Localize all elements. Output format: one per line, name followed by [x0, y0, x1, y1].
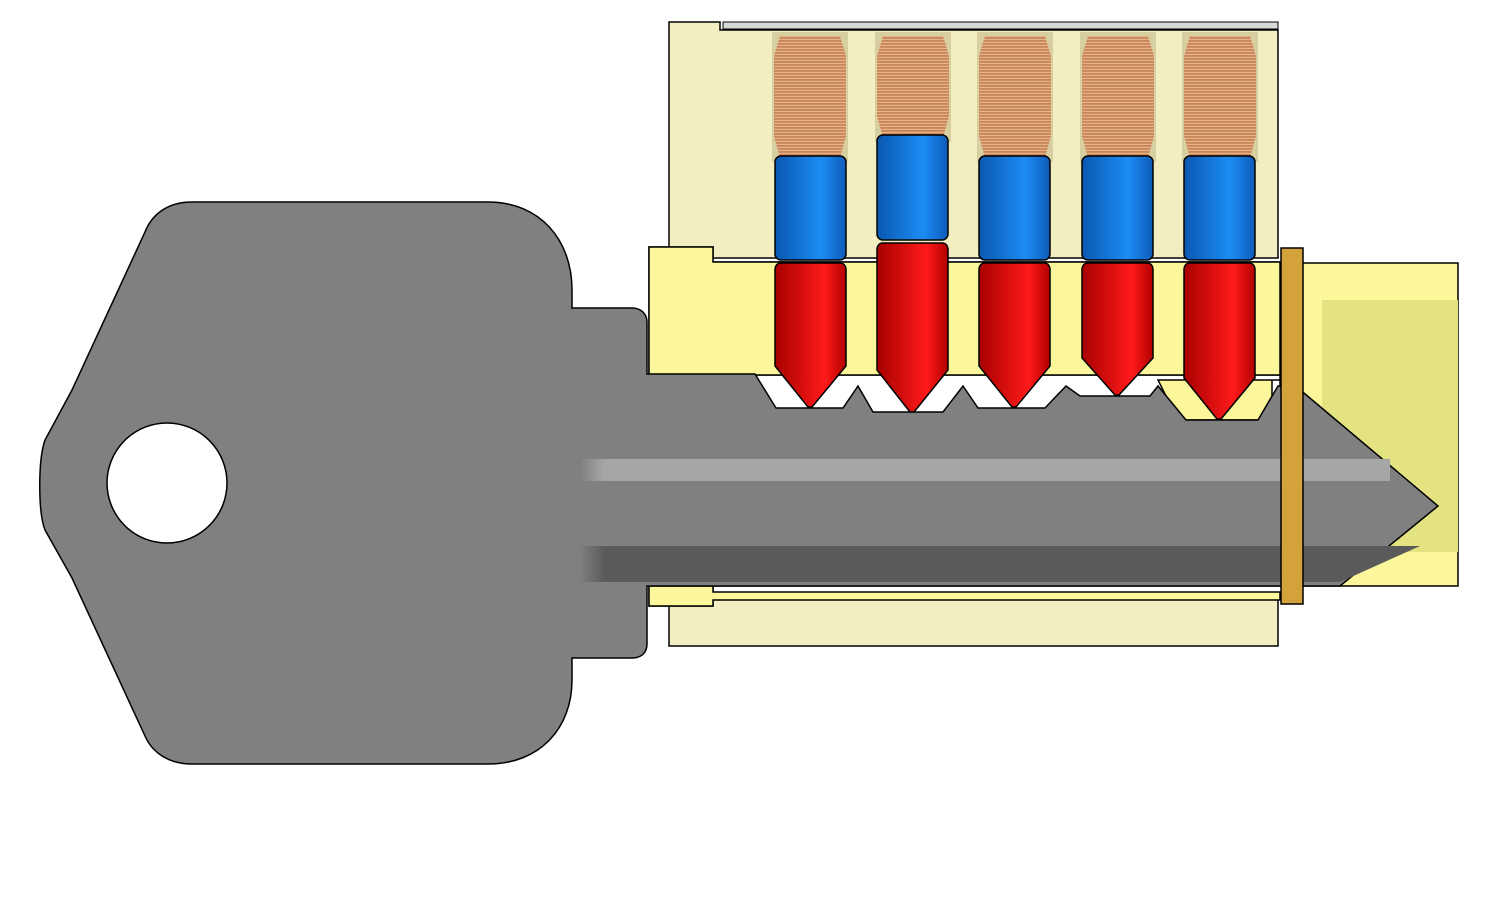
- retaining-clip-icon: [1280, 247, 1304, 605]
- driver-pin-icon: [1081, 155, 1154, 261]
- springs: [774, 36, 1256, 158]
- spring-icon: [877, 36, 949, 138]
- driver-pins: [774, 134, 1256, 261]
- key-groove-lower: [580, 546, 1420, 582]
- driver-pin-icon: [1183, 155, 1256, 261]
- spring-icon: [979, 36, 1051, 158]
- key-ring-hole: [106, 422, 228, 544]
- spring-icon: [1184, 36, 1256, 158]
- spring-icon: [774, 36, 846, 158]
- key-pin-icon: [774, 262, 847, 408]
- key-pin-icon: [1183, 262, 1256, 420]
- housing-top-strip: [722, 21, 1279, 30]
- key-pins: [774, 242, 1256, 420]
- driver-pin-icon: [876, 134, 949, 241]
- key-pin-icon: [876, 242, 949, 413]
- spring-icon: [1082, 36, 1154, 158]
- housing-lower: [668, 593, 1279, 647]
- key-pin-icon: [1081, 262, 1154, 396]
- key-groove-upper: [580, 459, 1390, 481]
- key-pin-icon: [978, 262, 1051, 408]
- driver-pin-icon: [978, 155, 1051, 261]
- driver-pin-icon: [774, 155, 847, 261]
- key-body: [39, 201, 1440, 765]
- key-icon: [39, 201, 1440, 765]
- plug-bottom-flange: [648, 585, 1281, 607]
